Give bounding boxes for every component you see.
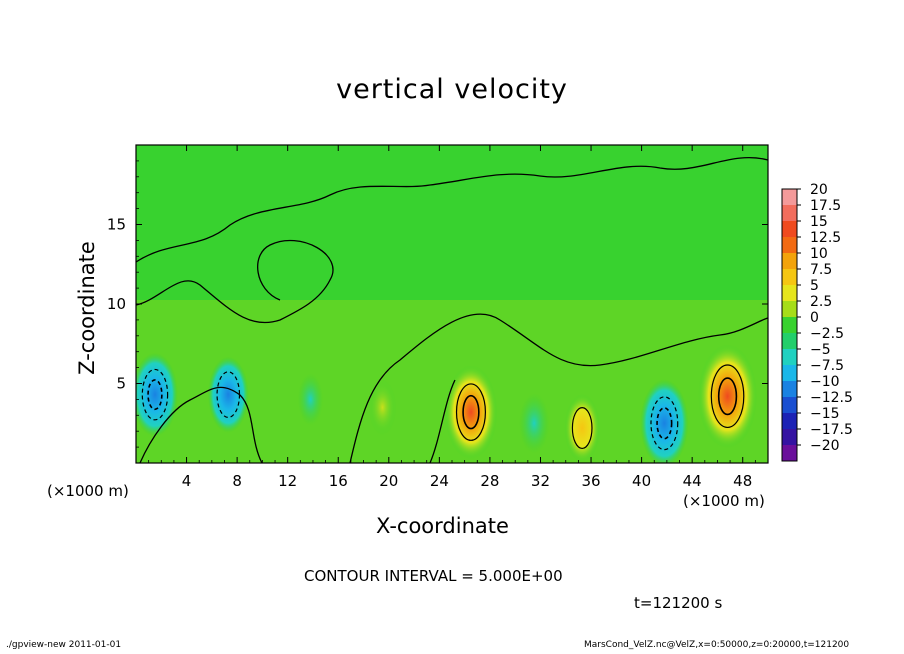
footer-right: MarsCond_VelZ.nc@VelZ,x=0:50000,z=0:2000… [584,640,850,650]
colorbar-label: −2.5 [810,326,844,342]
colorbar-label: −12.5 [810,390,853,406]
colorbar-swatch [782,237,797,254]
x-tick-label: 20 [379,472,398,490]
x-tick-label: 12 [278,472,297,490]
colorbar-swatch [782,381,797,398]
colorbar-label: 17.5 [810,198,841,214]
y-tick-label: 15 [107,216,126,234]
colorbar-frame [781,188,798,462]
x-tick-label: 32 [531,472,550,490]
contour-interval-label: CONTOUR INTERVAL = 5.000E+00 [304,567,563,585]
colorbar-label: 2.5 [810,294,832,310]
x-unit-right: (×1000 m) [683,492,765,510]
velocity-cell-5 [207,356,249,433]
colorbar-swatch [782,189,797,206]
contour-ring-4 [141,368,169,421]
velocity-cell-7 [518,393,550,454]
contour-ring-2 [571,407,593,450]
colorbar-label: 5 [810,278,819,294]
colorbar-swatch [782,365,797,382]
footer-left: ./gpview-new 2011-01-01 [6,640,122,650]
time-label: t=121200 s [634,594,723,612]
colorbar-label: 15 [810,214,828,230]
colorbar-label: 10 [810,246,828,262]
x-tick-label: 4 [182,472,192,490]
colorbar-label: −15 [810,406,840,422]
velocity-cell-3 [368,379,397,436]
contour-lines [136,156,768,463]
contour-ring-6 [650,396,679,451]
x-tick-label: 48 [733,472,752,490]
x-tick-label: 44 [683,472,702,490]
colorbar-label: −17.5 [810,422,853,438]
colorbar-swatch [782,253,797,270]
colorbar: 2017.51512.5107.552.50−2.5−5−7.5−10−12.5… [781,182,853,462]
x-axis: 4 8 12 16 20 24 28 32 36 40 44 48 [148,145,756,490]
velocity-cell-2 [564,394,600,463]
x-tick-label: 36 [581,472,600,490]
x-axis-label: X-coordinate [376,514,509,538]
colorbar-label: 7.5 [810,262,832,278]
velocity-cell-0 [444,365,498,460]
x-tick-label: 8 [232,472,242,490]
colorbar-swatch [782,269,797,286]
y-tick-label: 10 [107,295,126,313]
colorbar-swatch [782,397,797,414]
colorbar-swatch [782,349,797,366]
x-tick-label: 28 [480,472,499,490]
colorbar-swatch [782,205,797,222]
colorbar-label: 12.5 [810,230,841,246]
x-unit-left: (×1000 m) [47,482,129,500]
colorbar-swatch [782,413,797,430]
y-tick-label: 5 [116,375,126,393]
contour-core-1 [717,377,738,416]
contour-ring-0 [455,383,486,441]
colorbar-swatch [782,301,797,318]
velocity-cell-6 [640,379,689,463]
colorbar-label: −5 [810,342,831,358]
velocity-cell-1 [698,344,758,449]
colorbar-swatch [782,333,797,350]
contour-core-0 [462,394,480,430]
colorbar-swatch [782,221,797,238]
y-axis-label: Z-coordinate [75,241,99,375]
x-tick-label: 40 [632,472,651,490]
chart-title: vertical velocity [336,74,568,105]
velocity-cell-8 [297,373,324,426]
y-axis: 5 10 15 [107,160,768,448]
colorbar-label: −7.5 [810,358,844,374]
contour-ring-1 [710,364,745,429]
heatmap-features [136,344,758,463]
colorbar-swatch [782,317,797,334]
colorbar-label: −20 [810,438,840,454]
colorbar-swatch [782,445,797,462]
contour-core-4 [147,379,163,411]
colorbar-label: 20 [810,182,828,198]
contour-core-6 [656,407,673,440]
colorbar-label: −10 [810,374,840,390]
x-tick-label: 24 [430,472,449,490]
colorbar-swatch [782,285,797,302]
velocity-cell-4 [136,352,178,437]
x-tick-label: 16 [329,472,348,490]
contour-ring-5 [216,371,241,419]
colorbar-label: 0 [810,310,819,326]
colorbar-swatch [782,429,797,446]
